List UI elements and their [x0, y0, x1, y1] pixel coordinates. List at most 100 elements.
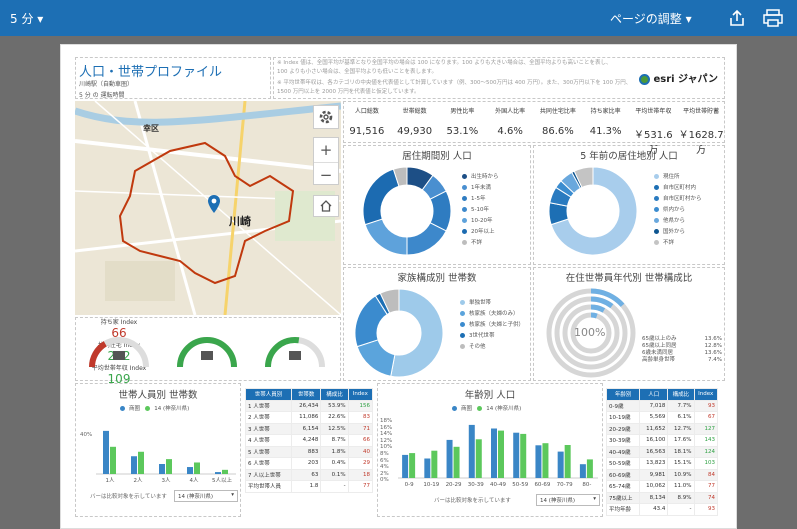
- share-icon[interactable]: [727, 8, 749, 28]
- note-income-1: ※ 平均世帯年収は、各カテゴリの中央値を代表値として計算しています（例、300～…: [277, 80, 632, 86]
- bar[interactable]: [491, 428, 497, 479]
- bar[interactable]: [586, 459, 593, 478]
- kpi-value: ￥1628.7万: [678, 130, 724, 156]
- column-header[interactable]: Index: [693, 388, 719, 401]
- bar[interactable]: [564, 445, 571, 478]
- zoom-out-button[interactable]: −: [314, 162, 338, 187]
- y-tick-label: 4%: [380, 464, 389, 471]
- bar[interactable]: [110, 446, 116, 474]
- bar[interactable]: [468, 424, 475, 478]
- zoom-menu[interactable]: 5 分 ▾: [10, 10, 43, 27]
- wallet-icon: [289, 351, 301, 360]
- kpi-strip: [343, 101, 725, 143]
- table-cell: 8.7%: [320, 434, 349, 447]
- bar[interactable]: [520, 433, 527, 478]
- x-tick-label: 4人: [190, 477, 199, 484]
- age-population-title: 年齢別 人口: [464, 390, 516, 401]
- table-cell: 12.5%: [320, 422, 349, 435]
- comparison-select[interactable]: 14 (神奈川県) ▾: [174, 490, 238, 502]
- settings-gear-icon[interactable]: [313, 105, 339, 129]
- legend-swatch: [654, 185, 659, 190]
- table-cell: 124: [693, 445, 719, 458]
- column-header[interactable]: 構成比: [320, 388, 349, 401]
- gauge-label: 共同住宅 Index: [97, 342, 141, 349]
- donut-slice[interactable]: [573, 166, 594, 189]
- y-tick-label: 18%: [380, 418, 393, 424]
- table-cell: 13,823: [639, 457, 669, 470]
- location-pin-icon[interactable]: [208, 195, 220, 213]
- bar[interactable]: [424, 458, 431, 479]
- column-header[interactable]: 人口: [639, 388, 669, 401]
- kpi-label: 人口総数: [354, 108, 379, 115]
- kpi-label: 共同住宅比率: [539, 108, 576, 115]
- page-fit-menu[interactable]: ページの調整 ▾: [610, 10, 692, 27]
- donut-slice[interactable]: [392, 166, 408, 187]
- legend-swatch: [654, 229, 659, 234]
- column-header[interactable]: 世帯人員別: [244, 388, 293, 401]
- bar[interactable]: [166, 459, 172, 474]
- legend-area: 商圏: [129, 406, 141, 412]
- legend-item: 10-20年: [462, 216, 499, 227]
- bar[interactable]: [498, 430, 504, 478]
- legend-label: 核家族（夫婦のみ）: [469, 311, 519, 317]
- bar[interactable]: [215, 472, 221, 474]
- column-header[interactable]: 世帯数: [291, 388, 322, 401]
- x-tick-label: 70-79: [557, 482, 573, 488]
- comparison-select[interactable]: 14 (神奈川県) ▾: [536, 494, 600, 506]
- table-cell: 7.7%: [667, 399, 695, 412]
- bar[interactable]: [579, 464, 586, 478]
- bar[interactable]: [131, 456, 137, 474]
- bar[interactable]: [557, 451, 564, 478]
- table-row: 5 人世帯 883 1.8% 40: [244, 445, 374, 458]
- table-cell: 3 人世帯: [244, 422, 293, 435]
- donut-slice[interactable]: [406, 222, 447, 256]
- donut-slice[interactable]: [364, 218, 408, 256]
- comparison-select-value: 14 (神奈川県): [540, 498, 576, 504]
- radial-bar[interactable]: [570, 312, 612, 354]
- donut-slice[interactable]: [390, 288, 444, 378]
- bar[interactable]: [542, 443, 549, 478]
- bar[interactable]: [535, 445, 542, 478]
- column-header[interactable]: 年齢別: [605, 388, 641, 401]
- column-header[interactable]: Index: [347, 388, 374, 401]
- bar[interactable]: [402, 454, 409, 478]
- x-tick-label: 60-69: [534, 482, 550, 488]
- radial-bar[interactable]: [554, 296, 628, 370]
- chevron-down-icon: ▾: [37, 12, 44, 26]
- column-header[interactable]: 構成比: [667, 388, 695, 401]
- bar[interactable]: [138, 451, 144, 474]
- radial-bar[interactable]: [562, 304, 620, 362]
- home-button[interactable]: [313, 195, 339, 217]
- bar[interactable]: [187, 467, 193, 474]
- y-tick-label: 6%: [380, 457, 389, 464]
- bar[interactable]: [222, 469, 228, 474]
- table-cell: 12.7%: [667, 422, 695, 435]
- bar[interactable]: [513, 432, 520, 478]
- kpi-value: 49,930: [397, 126, 433, 137]
- bar[interactable]: [431, 450, 438, 478]
- report-page: 人口・世帯プロファイル 川崎駅（自動車圏） 5 分 の 運転時間 ※ Index…: [60, 44, 737, 529]
- table-cell: 77: [347, 480, 374, 493]
- logo-text: esri ジャパン: [653, 74, 719, 85]
- table-cell: 16,100: [639, 434, 669, 447]
- bar[interactable]: [194, 462, 200, 474]
- bar[interactable]: [475, 439, 482, 478]
- donut-slice[interactable]: [379, 288, 400, 314]
- bar[interactable]: [159, 464, 165, 474]
- donut-slice[interactable]: [362, 168, 400, 226]
- bar[interactable]: [453, 446, 460, 478]
- table-cell: 6,154: [291, 422, 322, 435]
- bar[interactable]: [103, 430, 109, 474]
- radial-bar[interactable]: [546, 288, 636, 378]
- bar[interactable]: [409, 453, 416, 478]
- donut-slice[interactable]: [550, 166, 638, 256]
- print-icon[interactable]: [762, 8, 784, 28]
- radial-center-value: 100%: [574, 326, 606, 339]
- zoom-in-button[interactable]: +: [319, 141, 333, 159]
- legend-item: 核家族（夫婦と子供）: [460, 320, 524, 331]
- legend-item: 県内から: [654, 205, 702, 216]
- legend-item: 他県から: [654, 216, 702, 227]
- chevron-down-icon: ▾: [231, 492, 234, 498]
- age-population-panel: 年齢別 人口 商圏 14 (神奈川県) 18% 16% 14% 12% 10% 8% 6% 4…: [377, 383, 603, 517]
- bar[interactable]: [446, 439, 453, 478]
